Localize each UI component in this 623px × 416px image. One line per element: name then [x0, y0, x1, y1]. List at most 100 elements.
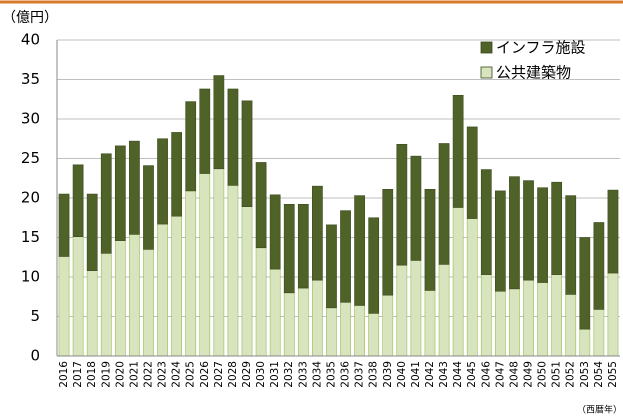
bar-segment [326, 307, 337, 357]
x-tick-label: 2020 [114, 361, 126, 388]
bar-segment [410, 260, 422, 357]
bar-segment [607, 189, 619, 274]
bar-segment [438, 264, 450, 357]
x-tick-label: 2019 [100, 361, 112, 388]
x-tick-label: 2044 [452, 361, 464, 388]
x-tick-label: 2034 [311, 361, 323, 388]
bar-segment [58, 256, 70, 357]
legend-swatch [480, 66, 493, 79]
bar-segment [579, 328, 591, 357]
x-tick-label: 2016 [58, 361, 70, 388]
bar-segment [494, 190, 506, 292]
bar-segment [72, 236, 84, 357]
legend-swatch [480, 41, 493, 54]
bar-segment [199, 88, 211, 174]
bar-segment [593, 309, 605, 357]
bar-segment [466, 218, 478, 357]
bar-segment [523, 180, 534, 281]
x-tick-label: 2038 [368, 361, 380, 388]
x-tick-label: 2023 [157, 361, 169, 388]
bar-segment [100, 153, 112, 254]
y-tick-label: 30 [21, 110, 40, 128]
bar-segment [509, 288, 520, 357]
y-tick-label: 20 [21, 189, 40, 207]
x-tick-label: 2031 [269, 361, 281, 388]
bar-segment [143, 249, 154, 357]
bar-segment [509, 176, 520, 290]
bar-segment [241, 206, 253, 357]
bar-segment [410, 155, 422, 261]
bar-segment [551, 274, 563, 357]
bar-segment [297, 287, 309, 357]
bar-segment [340, 301, 351, 357]
bar-segment [382, 189, 394, 296]
x-tick-label: 2040 [396, 361, 408, 388]
bar-segment [227, 88, 239, 186]
bar-segment [171, 215, 183, 357]
x-tick-label: 2018 [86, 361, 98, 388]
bar-segment [480, 169, 492, 275]
x-unit: （西暦年） [577, 404, 622, 416]
bar-segment [283, 204, 295, 294]
bar-segment [86, 193, 98, 271]
bar-segment [213, 75, 225, 170]
bar-segment [565, 195, 577, 295]
bar-segment [368, 313, 380, 357]
bar-segment [143, 165, 154, 250]
y-tick-label: 15 [21, 228, 40, 246]
x-tick-label: 2039 [382, 361, 394, 388]
bar-segment [480, 274, 492, 357]
bar-segment [396, 264, 408, 357]
x-tick-label: 2029 [241, 361, 253, 388]
bar-segment [199, 173, 211, 357]
bar-segment [368, 217, 380, 314]
bar-segment [537, 187, 548, 283]
x-tick-label: 2035 [325, 361, 337, 388]
bar-segment [396, 143, 408, 266]
bar-segment [129, 234, 140, 357]
bar-segment [382, 294, 394, 357]
x-tick-label: 2032 [283, 361, 295, 388]
y-tick-label: 5 [30, 307, 40, 325]
bar-segment [114, 145, 126, 241]
y-tick-label: 40 [21, 31, 40, 49]
bar-segment [565, 294, 577, 357]
bar-segment [297, 204, 309, 289]
y-tick-label: 25 [21, 149, 40, 167]
x-tick-label: 2025 [185, 361, 197, 388]
x-tick-label: 2049 [523, 361, 535, 388]
x-tick-label: 2041 [410, 361, 422, 388]
bar-segment [269, 194, 281, 270]
bar-segment [255, 162, 267, 249]
x-tick-label: 2017 [72, 361, 84, 388]
x-tick-label: 2048 [508, 361, 520, 388]
bar-segment [551, 181, 563, 275]
bar-segment [354, 195, 365, 306]
bar-segment [100, 253, 112, 357]
bar-segment [438, 143, 450, 265]
bar-segment [593, 222, 605, 310]
bar-segment [255, 247, 267, 357]
bar-segment [157, 138, 168, 225]
bar-segment [424, 189, 436, 291]
legend-label: 公共建築物 [496, 64, 571, 82]
x-tick-label: 2045 [466, 361, 478, 388]
bar-segment [466, 126, 478, 219]
x-tick-label: 2024 [171, 361, 183, 388]
bar-segment [312, 279, 323, 357]
bar-segment [227, 185, 239, 357]
bar-segment [185, 190, 197, 357]
bar-segment [312, 185, 323, 281]
bar-segment [241, 100, 253, 207]
x-tick-label: 2050 [537, 361, 549, 388]
bar-segment [157, 223, 168, 357]
bar-segment [340, 210, 351, 303]
bar-segment [129, 140, 140, 235]
x-tick-label: 2028 [227, 361, 239, 388]
x-tick-label: 2033 [297, 361, 309, 388]
y-tick-label: 10 [21, 268, 40, 286]
x-tick-label: 2051 [551, 361, 563, 388]
bar-segment [114, 240, 126, 357]
x-tick-label: 2046 [480, 361, 492, 388]
